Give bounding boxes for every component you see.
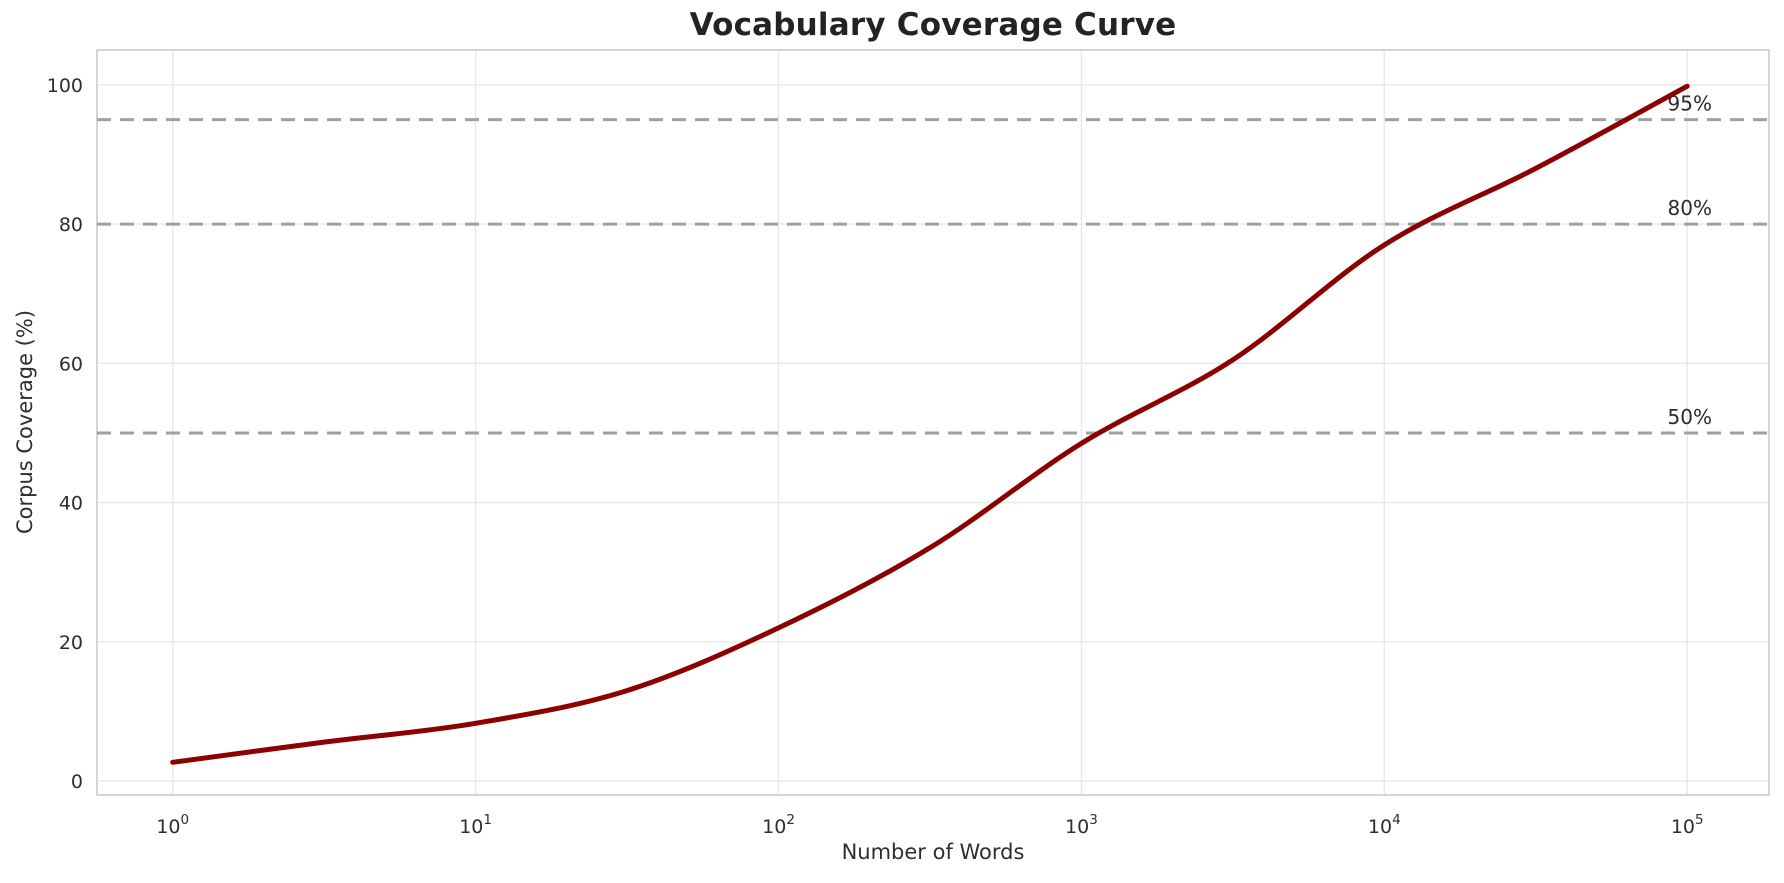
y-tick-label: 20 [59, 632, 83, 654]
x-tick-label: 105 [1671, 812, 1704, 838]
y-tick-label: 80 [59, 214, 83, 236]
plot-border [96, 49, 1770, 796]
reference-label: 80% [1668, 196, 1712, 220]
x-tick-label: 102 [762, 812, 795, 838]
y-tick-label: 100 [47, 75, 83, 97]
chart-title: Vocabulary Coverage Curve [689, 7, 1177, 43]
x-tick-label: 101 [459, 812, 492, 838]
y-axis-label: Corpus Coverage (%) [13, 309, 37, 535]
x-tick-label: 100 [156, 812, 189, 838]
x-tick-label: 104 [1368, 812, 1401, 838]
x-tick-label: 103 [1065, 812, 1098, 838]
x-axis-label: Number of Words [841, 840, 1025, 864]
y-tick-label: 40 [59, 493, 83, 515]
y-tick-label: 0 [71, 771, 83, 793]
reference-label: 50% [1668, 405, 1712, 429]
coverage-curve [170, 83, 1690, 765]
y-tick-label: 60 [59, 353, 83, 375]
